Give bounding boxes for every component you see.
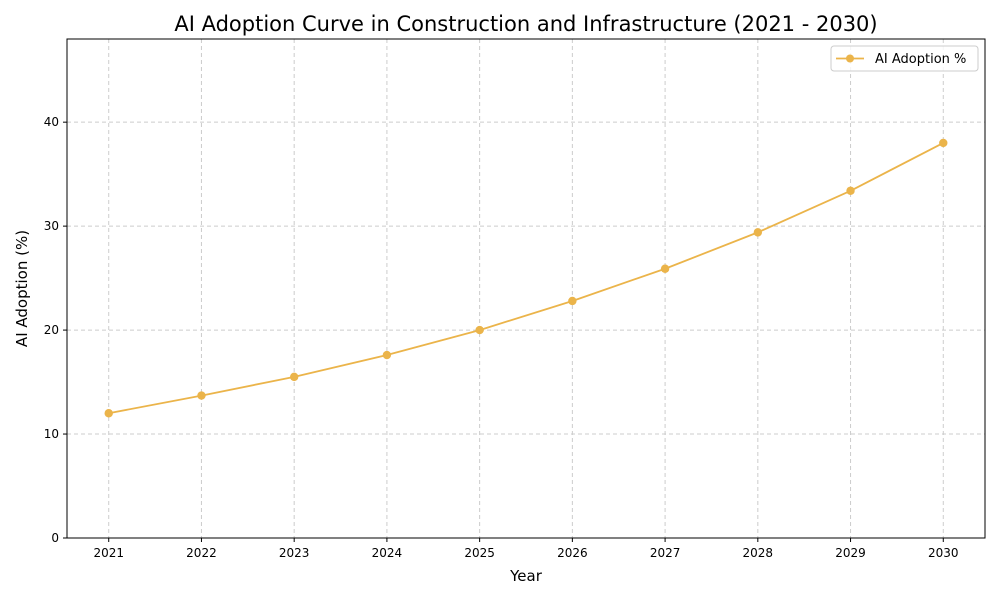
x-axis: 2021 2022 2023 2024 2025 2026 2027 2028 2029 2030: [93, 538, 959, 560]
data-point: [289, 372, 299, 382]
y-tick-label: 10: [44, 427, 59, 441]
x-tick-label: 2027: [650, 546, 681, 560]
x-tick-label: 2028: [743, 546, 774, 560]
plot-area-frame: [66, 38, 986, 539]
x-tick-label: 2023: [279, 546, 310, 560]
y-axis: 0 10 20 30 40: [44, 115, 67, 545]
grid: [67, 39, 985, 538]
data-point: [660, 264, 670, 273]
x-tick-label: 2026: [557, 546, 588, 560]
x-tick-label: 2030: [928, 546, 959, 560]
series-group: [104, 138, 948, 418]
x-axis-title: Year: [509, 567, 543, 585]
legend-box: [830, 45, 979, 72]
y-tick-label: 0: [51, 531, 59, 545]
y-axis-title: AI Adoption (%): [13, 230, 31, 347]
data-point: [197, 391, 206, 400]
data-point: [846, 186, 855, 195]
y-tick-label: 40: [44, 115, 59, 129]
data-point: [568, 296, 577, 306]
data-point: [753, 228, 763, 237]
chart-title: AI Adoption Curve in Construction and In…: [174, 12, 877, 36]
data-point: [104, 409, 113, 418]
y-tick-label: 30: [44, 219, 59, 233]
legend-label: AI Adoption %: [875, 52, 966, 67]
data-point: [475, 325, 484, 335]
x-tick-label: 2021: [93, 546, 124, 560]
x-tick-label: 2024: [372, 546, 403, 560]
legend-marker-swatch: [846, 54, 854, 63]
series-line: [108, 142, 944, 415]
x-tick-label: 2025: [464, 546, 495, 560]
x-tick-label: 2029: [835, 546, 866, 560]
data-point: [939, 138, 948, 148]
legend: AI Adoption %: [830, 45, 979, 72]
x-tick-label: 2022: [186, 546, 217, 560]
data-point: [382, 350, 392, 360]
y-tick-label: 20: [44, 323, 59, 337]
